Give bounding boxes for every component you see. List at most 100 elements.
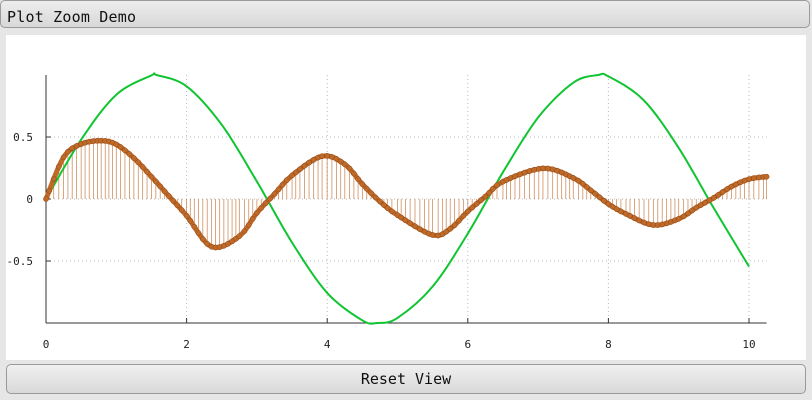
damped-point [319,153,325,160]
damped-point [236,233,243,240]
damped-point [494,182,500,189]
damped-point [384,205,391,211]
damped-point [464,208,471,215]
damped-point [641,219,647,226]
y-tick-label: 0.5 [13,131,33,144]
damped-point [297,166,303,173]
damped-point [460,212,467,219]
damped-point [693,204,700,211]
damped-point [728,183,735,190]
damped-point [279,181,286,188]
damped-point [241,228,248,235]
damped-point [372,194,379,201]
damped-point [706,197,713,204]
damped-point [489,186,496,192]
damped-point [351,170,357,177]
damped-point [697,202,704,208]
damped-point [719,189,726,195]
damped-point [117,144,124,150]
damped-point [689,207,695,214]
damped-stem-series [48,140,767,248]
damped-point [605,201,612,207]
damped-point [618,208,624,215]
damped-point [113,141,120,148]
damped-point [575,177,582,184]
damped-point [178,207,185,213]
damped-point [398,214,405,221]
damped-point [148,173,155,180]
damped-point [526,168,533,174]
y-tick-label: 0 [26,193,33,206]
damped-point [715,192,722,198]
damped-point [473,200,480,207]
damped-point [157,183,164,190]
damped-point [486,189,493,196]
damped-point [262,200,269,207]
x-tick-label: 4 [324,338,331,351]
damped-point [324,153,331,159]
damped-point [724,186,730,193]
line-layer [45,72,750,325]
plot-canvas[interactable]: 0 2 4 6 8 10 -0.5 0 0.5 [6,35,806,360]
damped-point [60,154,67,161]
damped-point [46,187,53,194]
damped-point [135,159,142,166]
damped-point [187,217,194,224]
damped-point [275,186,282,193]
damped-point [55,163,62,170]
x-tick-label: 2 [183,338,190,351]
damped-point [355,176,361,182]
damped-point [377,198,383,205]
damped-point [587,187,594,194]
damped-point [292,169,299,176]
x-tick-label: 8 [605,338,612,351]
damped-point [407,220,413,227]
damped-point [254,210,260,216]
x-tick-label: 10 [742,338,755,351]
damped-point [402,217,409,224]
damped-point [337,158,344,165]
damped-point [601,197,607,204]
damped-point [521,169,528,176]
damped-point [613,206,620,212]
plot-area[interactable]: 0 2 4 6 8 10 -0.5 0 0.5 [6,35,806,360]
damped-point [482,193,489,200]
damped-point [289,172,295,179]
damped-point [512,173,518,180]
damped-point [346,165,353,172]
damped-point [191,223,198,230]
damped-point [333,156,340,162]
damped-point [763,173,770,180]
damped-point [675,215,682,222]
damped-point [161,188,168,195]
damped-point [183,212,190,219]
damped-point [199,236,206,242]
damped-point [685,210,691,217]
damped-point [245,222,252,228]
damped-point [301,162,308,169]
damped-point [645,221,652,228]
damped-point [341,161,348,168]
damped-point [545,165,551,172]
damped-point [43,196,49,202]
damped-point [359,181,366,187]
damped-point [368,190,374,197]
damped-point [389,208,395,215]
reset-view-button[interactable]: Reset View [6,364,806,394]
damped-point [306,159,312,166]
damped-point [680,213,687,220]
damped-point [579,181,586,187]
damped-point [627,213,633,219]
damped-point [417,226,423,233]
damped-point [447,225,454,232]
axis-layer [45,75,767,324]
damped-point [195,230,202,236]
window-title-bar: Plot Zoom Demo [0,0,810,28]
grid-layer [46,75,767,323]
damped-point [65,148,71,155]
damped-point [126,151,133,157]
damped-point [412,223,418,230]
damped-point [478,197,484,204]
damped-point [139,164,146,170]
damped-point [50,176,57,182]
